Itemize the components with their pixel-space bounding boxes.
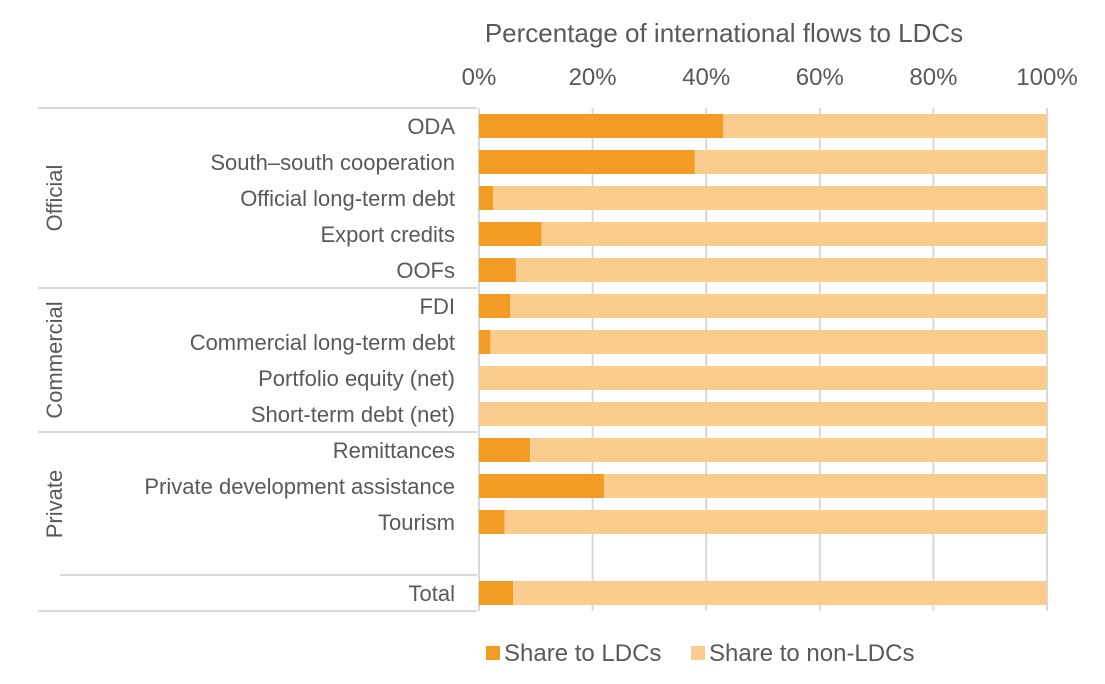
bar-share-ldcs: [479, 150, 695, 174]
bar-share-ldcs: [479, 474, 604, 498]
bar-share-non-ldcs: [541, 222, 1047, 246]
category-label: Portfolio equity (net): [258, 366, 455, 391]
legend-label: Share to non-LDCs: [709, 640, 914, 667]
x-tick-label: 100%: [1016, 64, 1077, 91]
category-label: Private development assistance: [144, 474, 455, 499]
bar-share-ldcs: [479, 222, 542, 246]
legend-swatch: [486, 646, 500, 660]
bar-share-ldcs: [479, 510, 505, 534]
bar-share-ldcs: [479, 186, 494, 210]
x-tick-label: 0%: [462, 64, 497, 91]
category-label: South–south cooperation: [210, 150, 455, 175]
bar-share-non-ldcs: [510, 294, 1047, 318]
bar-share-non-ldcs: [490, 330, 1047, 354]
bar-share-ldcs: [479, 114, 724, 138]
x-tick-label: 20%: [569, 64, 617, 91]
bar-share-non-ldcs: [493, 186, 1047, 210]
legend-swatch: [691, 646, 705, 660]
category-label: ODA: [407, 114, 455, 139]
bar-share-non-ldcs: [723, 114, 1047, 138]
category-label: Remittances: [333, 438, 455, 463]
bar-share-non-ldcs: [694, 150, 1047, 174]
category-label: OOFs: [396, 258, 455, 283]
group-label: Official: [42, 165, 67, 232]
bar-share-ldcs: [479, 581, 514, 605]
bar-share-ldcs: [479, 258, 516, 282]
category-label: FDI: [420, 294, 455, 319]
bar-share-non-ldcs: [513, 581, 1047, 605]
x-tick-label: 40%: [682, 64, 730, 91]
category-label: Total: [409, 581, 455, 606]
category-label: Official long-term debt: [240, 186, 455, 211]
bar-share-non-ldcs: [479, 402, 1047, 426]
bar-share-ldcs: [479, 294, 511, 318]
bar-share-non-ldcs: [479, 366, 1047, 390]
category-label: Export credits: [321, 222, 456, 247]
bar-share-non-ldcs: [530, 438, 1047, 462]
bar-share-ldcs: [479, 438, 531, 462]
category-label: Tourism: [378, 510, 455, 535]
group-label: Commercial: [42, 301, 67, 418]
bar-share-non-ldcs: [504, 510, 1047, 534]
x-tick-label: 80%: [909, 64, 957, 91]
category-label: Commercial long-term debt: [190, 330, 455, 355]
x-tick-label: 60%: [796, 64, 844, 91]
bar-share-non-ldcs: [515, 258, 1047, 282]
bar-share-non-ldcs: [603, 474, 1047, 498]
category-label: Short-term debt (net): [251, 402, 455, 427]
legend-label: Share to LDCs: [504, 640, 661, 667]
chart-title: Percentage of international flows to LDC…: [485, 18, 963, 48]
bar-share-ldcs: [479, 330, 491, 354]
group-label: Private: [42, 470, 67, 538]
